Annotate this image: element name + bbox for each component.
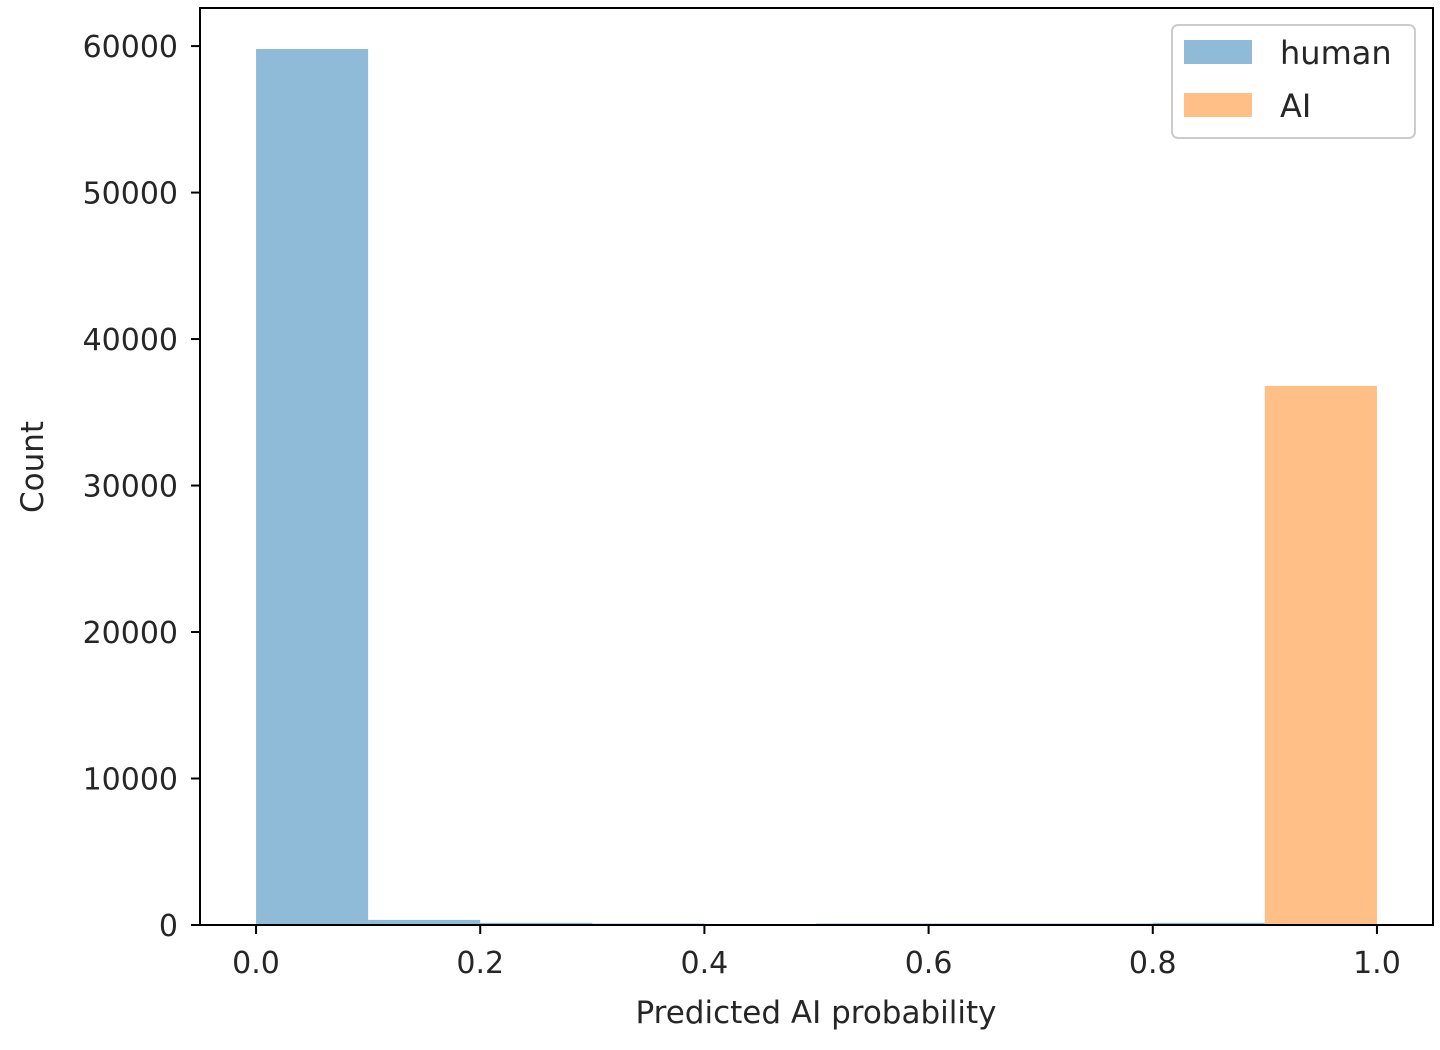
legend-items: human AI: [1184, 34, 1392, 125]
x-tick-label: 0.0: [232, 946, 280, 981]
x-tick-label: 0.6: [905, 946, 953, 981]
legend: human AI: [1171, 24, 1416, 139]
y-tick-label: 60000: [83, 30, 178, 65]
bar-human-bin-8: [1152, 922, 1265, 925]
x-tick-label: 1.0: [1353, 946, 1401, 981]
bar-human-bin-1: [368, 919, 481, 925]
x-axis-ticks: 0.0 0.2 0.4 0.6 0.8 1.0: [232, 925, 1401, 981]
y-tick-label: 50000: [83, 177, 178, 212]
bar-human-bin-0: [256, 49, 369, 925]
x-tick-label: 0.4: [681, 946, 729, 981]
y-axis-label: Count: [15, 421, 51, 513]
y-tick-label: 20000: [83, 616, 178, 651]
y-tick-label: 40000: [83, 323, 178, 358]
plot-frame: [199, 7, 1434, 926]
x-axis-label: Predicted AI probability: [636, 995, 997, 1031]
y-axis-ticks: 0 10000 20000 30000 40000 50000 60000: [83, 30, 200, 944]
legend-swatch-ai: [1184, 93, 1252, 117]
legend-swatch-human: [1184, 40, 1252, 64]
bar-ai-bin-9: [1264, 385, 1377, 925]
bar-human-bin-2: [480, 922, 593, 925]
y-tick-label: 0: [159, 909, 178, 944]
y-tick-label: 30000: [83, 470, 178, 505]
legend-label-ai: AI: [1280, 87, 1311, 125]
plot-background: [200, 8, 1433, 925]
bars-group: [256, 49, 1377, 925]
y-tick-label: 10000: [83, 763, 178, 798]
legend-label-human: human: [1280, 34, 1392, 72]
x-tick-label: 0.8: [1129, 946, 1177, 981]
x-tick-label: 0.2: [456, 946, 504, 981]
